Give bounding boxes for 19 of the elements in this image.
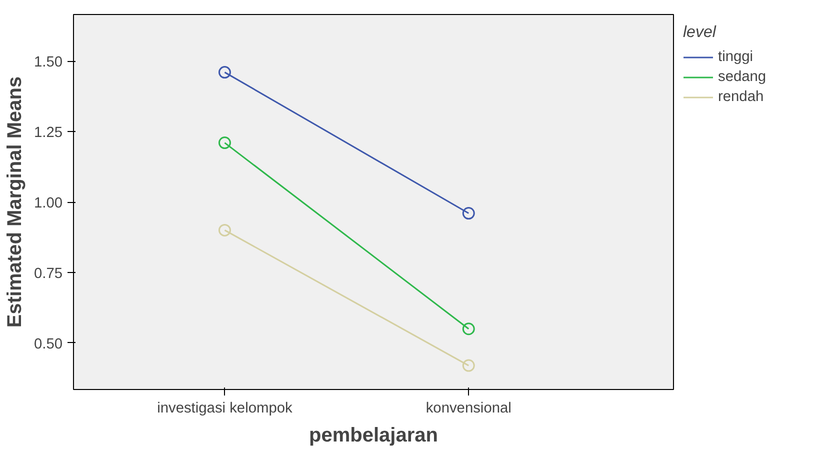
legend-label: sedang bbox=[718, 69, 766, 85]
y-tick-label: 0.75 bbox=[34, 266, 63, 282]
y-tick-label: 0.50 bbox=[34, 336, 63, 352]
point bbox=[218, 136, 231, 150]
point bbox=[218, 224, 231, 236]
x-axis-title: pembelajaran bbox=[309, 424, 438, 446]
legend-label: rendah bbox=[718, 89, 764, 105]
point bbox=[462, 359, 475, 372]
y-axis-title: Estimated Marginal Means bbox=[4, 76, 26, 328]
point bbox=[462, 322, 475, 336]
y-tick-label: 1.50 bbox=[34, 54, 63, 71]
x-tick-label: investigasi kelompok bbox=[157, 400, 294, 416]
y-tick-label: 1.00 bbox=[34, 196, 63, 212]
legend-title: level bbox=[683, 24, 718, 42]
point bbox=[218, 66, 231, 79]
x-tick-label: konvensional bbox=[426, 400, 512, 416]
legend-label: tinggi bbox=[718, 49, 754, 65]
y-tick-label: 1.25 bbox=[34, 125, 63, 142]
point bbox=[462, 207, 475, 220]
